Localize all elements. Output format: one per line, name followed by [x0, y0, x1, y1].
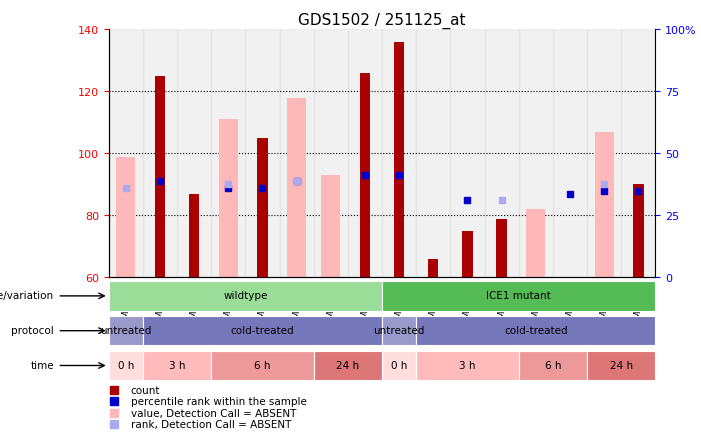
Bar: [451, 30, 484, 278]
Bar: [428, 259, 438, 278]
Bar: [321, 176, 340, 278]
Bar: [416, 30, 451, 278]
Bar: [116, 157, 135, 278]
Bar: [519, 30, 553, 278]
Text: percentile rank within the sample: percentile rank within the sample: [130, 396, 306, 406]
Text: cold-treated: cold-treated: [504, 326, 568, 335]
Text: 0 h: 0 h: [391, 360, 407, 370]
Bar: [394, 43, 404, 278]
Bar: [143, 30, 177, 278]
Bar: [382, 30, 416, 278]
Text: 6 h: 6 h: [254, 360, 271, 370]
Bar: [621, 30, 655, 278]
Bar: [594, 132, 613, 278]
Bar: [280, 30, 314, 278]
Bar: [155, 77, 165, 278]
Text: cold-treated: cold-treated: [231, 326, 294, 335]
Text: rank, Detection Call = ABSENT: rank, Detection Call = ABSENT: [130, 419, 291, 429]
Bar: [526, 210, 545, 278]
Text: 3 h: 3 h: [169, 360, 185, 370]
Text: 0 h: 0 h: [118, 360, 134, 370]
Bar: [314, 30, 348, 278]
Text: ICE1 mutant: ICE1 mutant: [486, 291, 551, 300]
Bar: [257, 138, 268, 278]
Bar: [211, 351, 314, 380]
Title: GDS1502 / 251125_at: GDS1502 / 251125_at: [299, 13, 465, 29]
Bar: [587, 30, 621, 278]
Bar: [109, 30, 143, 278]
Text: 3 h: 3 h: [459, 360, 476, 370]
Bar: [348, 30, 382, 278]
Text: 24 h: 24 h: [336, 360, 360, 370]
Bar: [143, 351, 211, 380]
Text: wildtype: wildtype: [223, 291, 268, 300]
Bar: [382, 282, 655, 311]
Bar: [219, 120, 238, 278]
Bar: [211, 30, 245, 278]
Bar: [519, 351, 587, 380]
Bar: [287, 99, 306, 278]
Bar: [633, 185, 644, 278]
Text: time: time: [30, 360, 54, 370]
Bar: [382, 316, 416, 345]
Bar: [382, 351, 416, 380]
Bar: [109, 282, 382, 311]
Text: count: count: [130, 385, 160, 395]
Text: untreated: untreated: [100, 326, 151, 335]
Bar: [496, 219, 507, 278]
Text: protocol: protocol: [11, 326, 54, 335]
Text: 6 h: 6 h: [545, 360, 562, 370]
Bar: [177, 30, 211, 278]
Text: value, Detection Call = ABSENT: value, Detection Call = ABSENT: [130, 408, 296, 418]
Bar: [463, 231, 472, 278]
Bar: [245, 30, 280, 278]
Bar: [416, 316, 655, 345]
Bar: [587, 351, 655, 380]
Bar: [143, 316, 382, 345]
Bar: [189, 194, 199, 278]
Text: untreated: untreated: [374, 326, 425, 335]
Bar: [553, 30, 587, 278]
Bar: [109, 316, 143, 345]
Bar: [360, 74, 370, 278]
Bar: [109, 351, 143, 380]
Bar: [314, 351, 382, 380]
Text: 24 h: 24 h: [610, 360, 633, 370]
Bar: [484, 30, 519, 278]
Bar: [416, 351, 519, 380]
Text: genotype/variation: genotype/variation: [0, 291, 54, 300]
